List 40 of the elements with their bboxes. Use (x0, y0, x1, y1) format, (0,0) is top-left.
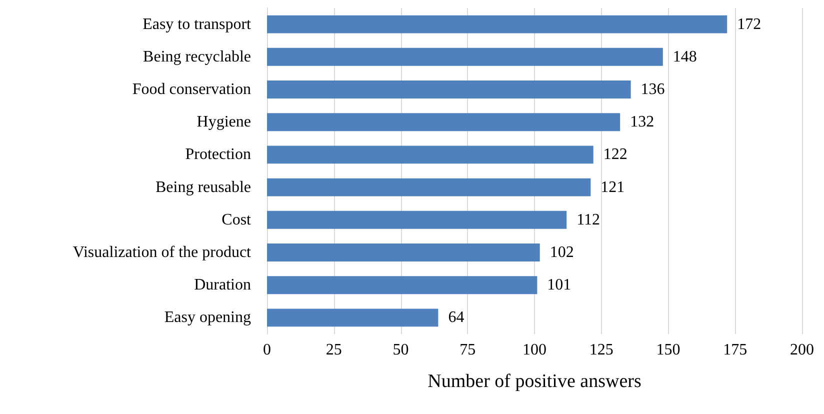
y-tick-label: Food conservation (132, 81, 251, 98)
y-tick-label: Cost (222, 211, 252, 228)
x-tick-label: 175 (723, 342, 748, 358)
bar (267, 15, 728, 34)
bar (267, 113, 620, 132)
x-axis-title: Number of positive answers (428, 371, 642, 392)
x-tick-label: 200 (790, 342, 814, 358)
x-tick-label: 100 (522, 342, 546, 358)
bar (267, 80, 631, 98)
y-tick-label: Easy to transport (142, 16, 252, 33)
x-tick-label: 150 (656, 342, 680, 358)
data-label: 122 (603, 146, 628, 164)
data-label: 172 (737, 16, 762, 33)
bar (267, 308, 438, 327)
data-label: 132 (630, 114, 654, 131)
bar (267, 276, 538, 294)
bar (267, 178, 591, 196)
data-label: 148 (672, 48, 697, 66)
bar (267, 210, 567, 229)
x-tick-label: 0 (263, 342, 271, 358)
x-tick-label: 125 (589, 342, 614, 358)
data-label: 101 (547, 276, 572, 294)
data-label: 136 (640, 81, 665, 98)
y-tick-label: Protection (185, 146, 251, 164)
data-label: 112 (576, 211, 600, 228)
data-label: 121 (600, 178, 625, 196)
bar (267, 146, 594, 164)
y-tick-label: Visualization of the product (72, 244, 252, 261)
data-label: 64 (448, 309, 464, 326)
x-tick-label: 75 (460, 342, 476, 358)
y-tick-label: Being recyclable (143, 48, 251, 66)
y-tick-label: Easy opening (164, 309, 251, 326)
bar (267, 48, 663, 66)
y-tick-label: Being reusable (155, 178, 251, 196)
y-tick-label: Hygiene (196, 114, 251, 131)
bar (267, 244, 540, 262)
x-tick-label: 25 (326, 342, 342, 358)
data-label: 102 (550, 244, 574, 261)
x-tick-label: 50 (392, 342, 409, 358)
y-tick-label: Duration (194, 276, 251, 294)
